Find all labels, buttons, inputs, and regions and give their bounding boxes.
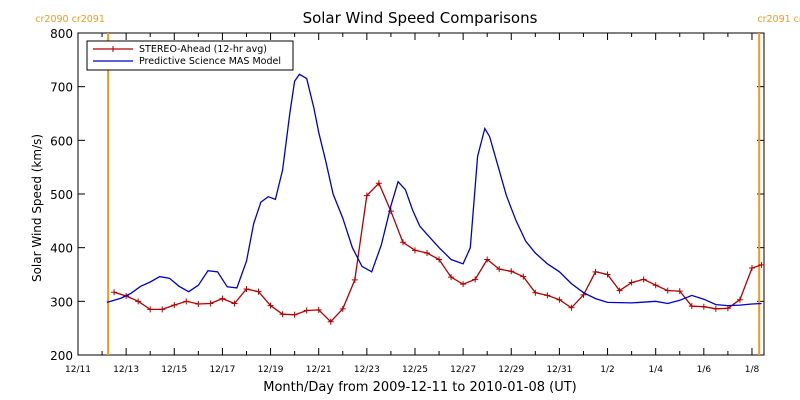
x-tick-label: 12/21	[306, 365, 332, 375]
x-tick-label: 1/2	[600, 365, 614, 375]
y-tick-label: 700	[50, 81, 73, 95]
y-tick-label: 600	[50, 134, 73, 148]
stereo-data-point	[327, 318, 334, 325]
x-tick-label: 1/4	[648, 365, 663, 375]
stereo-data-point	[111, 289, 118, 296]
stereo-data-point	[424, 250, 431, 257]
stereo-data-point	[411, 247, 418, 254]
stereo-data-point	[255, 288, 262, 295]
x-tick-label: 12/25	[402, 365, 428, 375]
stereo-data-point	[508, 268, 515, 275]
stereo-data-point	[640, 276, 647, 283]
legend-marker-stereo	[110, 46, 116, 52]
stereo-data-point	[724, 305, 731, 312]
x-tick-label: 12/11	[65, 365, 91, 375]
stereo-data-point	[532, 289, 539, 296]
stereo-data-point	[231, 300, 238, 307]
axis-ticks: 200 300 400 500 600 700 800 12/11 12/13 12/15 12/1…	[50, 27, 764, 375]
stereo-data-point	[291, 311, 298, 318]
stereo-data-point	[676, 288, 683, 295]
x-tick-label: 1/6	[697, 365, 712, 375]
mas-model-line	[106, 73, 762, 307]
stereo-data-point	[315, 306, 322, 313]
x-tick-label: 12/23	[354, 365, 380, 375]
stereo-data-point	[652, 282, 659, 289]
stereo-data-point	[159, 306, 166, 313]
carrington-markers: cr2090 cr2091 cr2091 cr2092	[35, 14, 800, 355]
x-tick-label: 12/31	[546, 365, 572, 375]
stereo-data-point	[303, 307, 310, 314]
x-tick-label: 12/19	[258, 365, 284, 375]
stereo-data-point	[279, 311, 286, 318]
stereo-data-point	[700, 303, 707, 310]
stereo-data-point	[436, 256, 443, 263]
series-lines	[106, 73, 765, 325]
stereo-ahead-line	[113, 182, 762, 323]
legend: STEREO-Ahead (12-hr avg) Predictive Scie…	[86, 40, 294, 71]
x-tick-label: 12/15	[161, 365, 187, 375]
stereo-data-point	[147, 306, 154, 313]
x-tick-label: 12/17	[209, 365, 235, 375]
stereo-data-point	[243, 285, 250, 292]
legend-box	[86, 40, 294, 71]
stereo-data-point	[448, 274, 455, 281]
legend-label-model: Predictive Science MAS Model	[139, 56, 281, 67]
stereo-data-point	[616, 287, 623, 294]
legend-label-stereo: STEREO-Ahead (12-hr avg)	[139, 44, 267, 55]
stereo-data-point	[460, 281, 467, 288]
x-tick-label: 1/8	[745, 365, 760, 375]
stereo-data-point	[339, 305, 346, 312]
y-tick-label: 800	[50, 27, 73, 41]
stereo-data-point	[195, 301, 202, 308]
stereo-data-point	[664, 287, 671, 294]
y-tick-label: 300	[50, 295, 73, 309]
y-tick-label: 500	[50, 188, 73, 202]
stereo-data-point	[387, 208, 394, 215]
stereo-data-point	[171, 302, 178, 309]
stereo-data-point	[604, 271, 611, 278]
stereo-data-point	[520, 273, 527, 280]
stereo-data-point	[351, 276, 358, 283]
carrington-marker-label: cr2090 cr2091	[35, 14, 105, 25]
stereo-data-point	[135, 298, 142, 305]
y-tick-label: 400	[50, 242, 73, 256]
plot-frame	[77, 32, 765, 356]
stereo-data-point	[628, 279, 635, 286]
stereo-data-point	[592, 268, 599, 275]
stereo-data-point	[207, 300, 214, 307]
stereo-data-point	[183, 298, 190, 305]
stereo-data-point	[544, 292, 551, 299]
stereo-data-point	[556, 296, 563, 303]
carrington-marker-label: cr2091 cr2092	[757, 14, 800, 25]
stereo-data-point	[375, 180, 382, 187]
stereo-data-point	[496, 266, 503, 273]
y-tick-label: 200	[50, 349, 73, 363]
stereo-data-point	[688, 303, 695, 310]
stereo-data-point	[267, 302, 274, 309]
stereo-data-point	[712, 305, 719, 312]
stereo-data-point	[484, 256, 491, 263]
stereo-data-point	[758, 261, 765, 268]
stereo-data-point	[363, 192, 370, 199]
stereo-data-point	[736, 296, 743, 303]
stereo-data-point	[748, 265, 755, 272]
stereo-data-point	[399, 239, 406, 246]
x-tick-label: 12/13	[113, 365, 139, 375]
stereo-data-point	[219, 295, 226, 302]
x-tick-label: 12/29	[498, 365, 524, 375]
stereo-data-point	[568, 304, 575, 311]
x-tick-label: 12/27	[450, 365, 476, 375]
x-axis-label: Month/Day from 2009-12-11 to 2010-01-08 …	[263, 380, 576, 395]
y-axis-label: Solar Wind Speed (km/s)	[30, 134, 44, 282]
chart-title: Solar Wind Speed Comparisons	[303, 9, 538, 27]
stereo-data-point	[472, 276, 479, 283]
